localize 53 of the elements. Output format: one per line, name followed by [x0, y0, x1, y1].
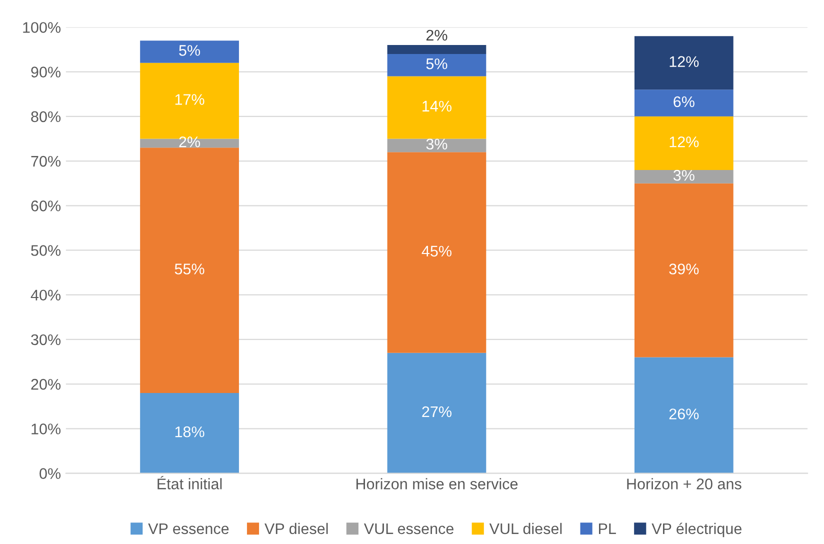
legend-label: VP essence	[148, 523, 229, 534]
data-label: 18%	[175, 426, 204, 438]
data-label: 5%	[426, 58, 448, 70]
y-tick-label: 40%	[30, 290, 61, 301]
legend-label: VUL diesel	[489, 522, 562, 534]
bar	[387, 54, 486, 76]
y-tick-label: 90%	[31, 66, 61, 78]
y-tick-label: 10%	[32, 424, 61, 434]
data-label: 27%	[422, 406, 452, 418]
bar	[387, 352, 486, 474]
data-label: 6%	[674, 96, 694, 108]
y-tick-label: 100%	[23, 22, 61, 33]
y-tick-label: 70%	[31, 156, 61, 167]
bar	[140, 392, 239, 474]
x-tick-label: Horizon mise en service	[356, 478, 518, 490]
legend-label: VP diesel	[264, 522, 328, 534]
bar	[634, 36, 734, 90]
bar	[634, 183, 734, 358]
data-label: 39%	[669, 264, 699, 274]
y-tick-label: 0%	[40, 468, 61, 479]
data-label: 2%	[179, 136, 200, 148]
data-label: 12%	[670, 56, 699, 67]
y-tick-label: 60%	[31, 200, 61, 212]
data-label: 5%	[179, 45, 200, 56]
data-label: 14%	[422, 100, 452, 112]
data-label: 3%	[673, 170, 694, 181]
bar	[634, 90, 734, 116]
data-label: 2%	[426, 30, 448, 41]
x-tick-label: Horizon + 20 ans	[627, 478, 742, 490]
bar	[634, 357, 734, 474]
data-label: 26%	[669, 408, 699, 420]
bar	[387, 152, 486, 353]
bar	[140, 138, 239, 148]
x-tick-label: État initial	[158, 476, 222, 490]
data-label: 55%	[174, 264, 204, 274]
bar	[140, 40, 239, 63]
y-tick-label: 30%	[31, 334, 61, 346]
legend-label: VUL essence	[364, 523, 454, 534]
bar	[387, 45, 486, 54]
bar	[140, 148, 239, 393]
legend-label: VP électrique	[652, 522, 742, 538]
data-label: 45%	[422, 246, 452, 257]
data-label: 12%	[670, 136, 699, 148]
bar	[634, 170, 734, 184]
data-label: 3%	[426, 138, 448, 150]
y-tick-label: 20%	[31, 378, 61, 390]
y-tick-label: 50%	[31, 245, 61, 256]
y-tick-label: 80%	[31, 111, 61, 122]
bar	[634, 116, 734, 170]
bar	[387, 138, 486, 152]
data-label: 17%	[175, 94, 204, 105]
bar	[387, 76, 486, 139]
legend-label: PL	[599, 523, 616, 534]
